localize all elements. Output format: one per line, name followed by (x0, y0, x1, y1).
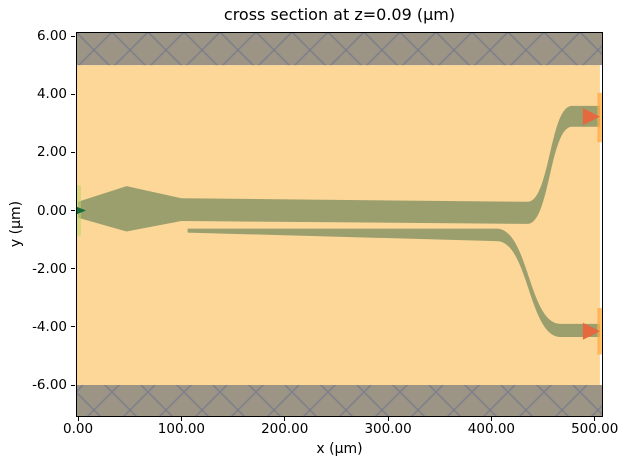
upper-waveguide (78, 105, 600, 232)
monitor-top-arrow-icon (582, 108, 600, 126)
monitor-top (597, 92, 602, 143)
y-tick-mark (71, 93, 75, 95)
plot-title: cross section at z=0.09 (μm) (223, 5, 456, 24)
x-tick-mark (490, 417, 492, 421)
lower-waveguide (187, 228, 600, 337)
x-tick-label: 200.00 (261, 421, 309, 437)
x-tick-label: 0.00 (63, 421, 94, 437)
y-tick-label: -6.00 (32, 377, 67, 393)
y-tick-mark (71, 384, 75, 386)
y-tick-mark (71, 326, 75, 328)
cladding-rect (76, 65, 600, 385)
plot-area (76, 32, 603, 417)
y-tick-label: 4.00 (36, 86, 67, 103)
x-tick-mark (387, 417, 389, 421)
x-tick-label: 100.00 (157, 421, 206, 437)
y-tick-label: 0.00 (36, 202, 67, 219)
top-slab-hatch (76, 32, 603, 66)
geometry-layer (76, 32, 603, 417)
x-tick-mark (77, 417, 79, 421)
y-tick-mark (71, 210, 75, 212)
plot-spine (76, 32, 603, 417)
x-tick-mark (594, 417, 596, 421)
x-tick-mark (180, 417, 182, 421)
x-tick-label: 500.00 (571, 421, 619, 437)
bottom-slab-hatch (76, 385, 603, 417)
y-tick-label: 6.00 (36, 28, 67, 45)
y-tick-mark (71, 151, 75, 153)
cross-section-canvas (76, 32, 603, 417)
y-tick-mark (71, 35, 75, 37)
source-arrow-icon (76, 206, 86, 215)
y-tick-label: -4.00 (32, 318, 67, 335)
monitor-bottom-arrow-icon (582, 322, 600, 340)
x-tick-label: 400.00 (467, 421, 516, 437)
y-tick-label: 2.00 (36, 144, 67, 161)
y-tick-label: -2.00 (32, 260, 67, 277)
y-tick-mark (71, 268, 75, 270)
x-tick-label: 300.00 (364, 421, 412, 437)
x-tick-mark (284, 417, 286, 421)
x-axis-label: x (μm) (316, 441, 363, 457)
